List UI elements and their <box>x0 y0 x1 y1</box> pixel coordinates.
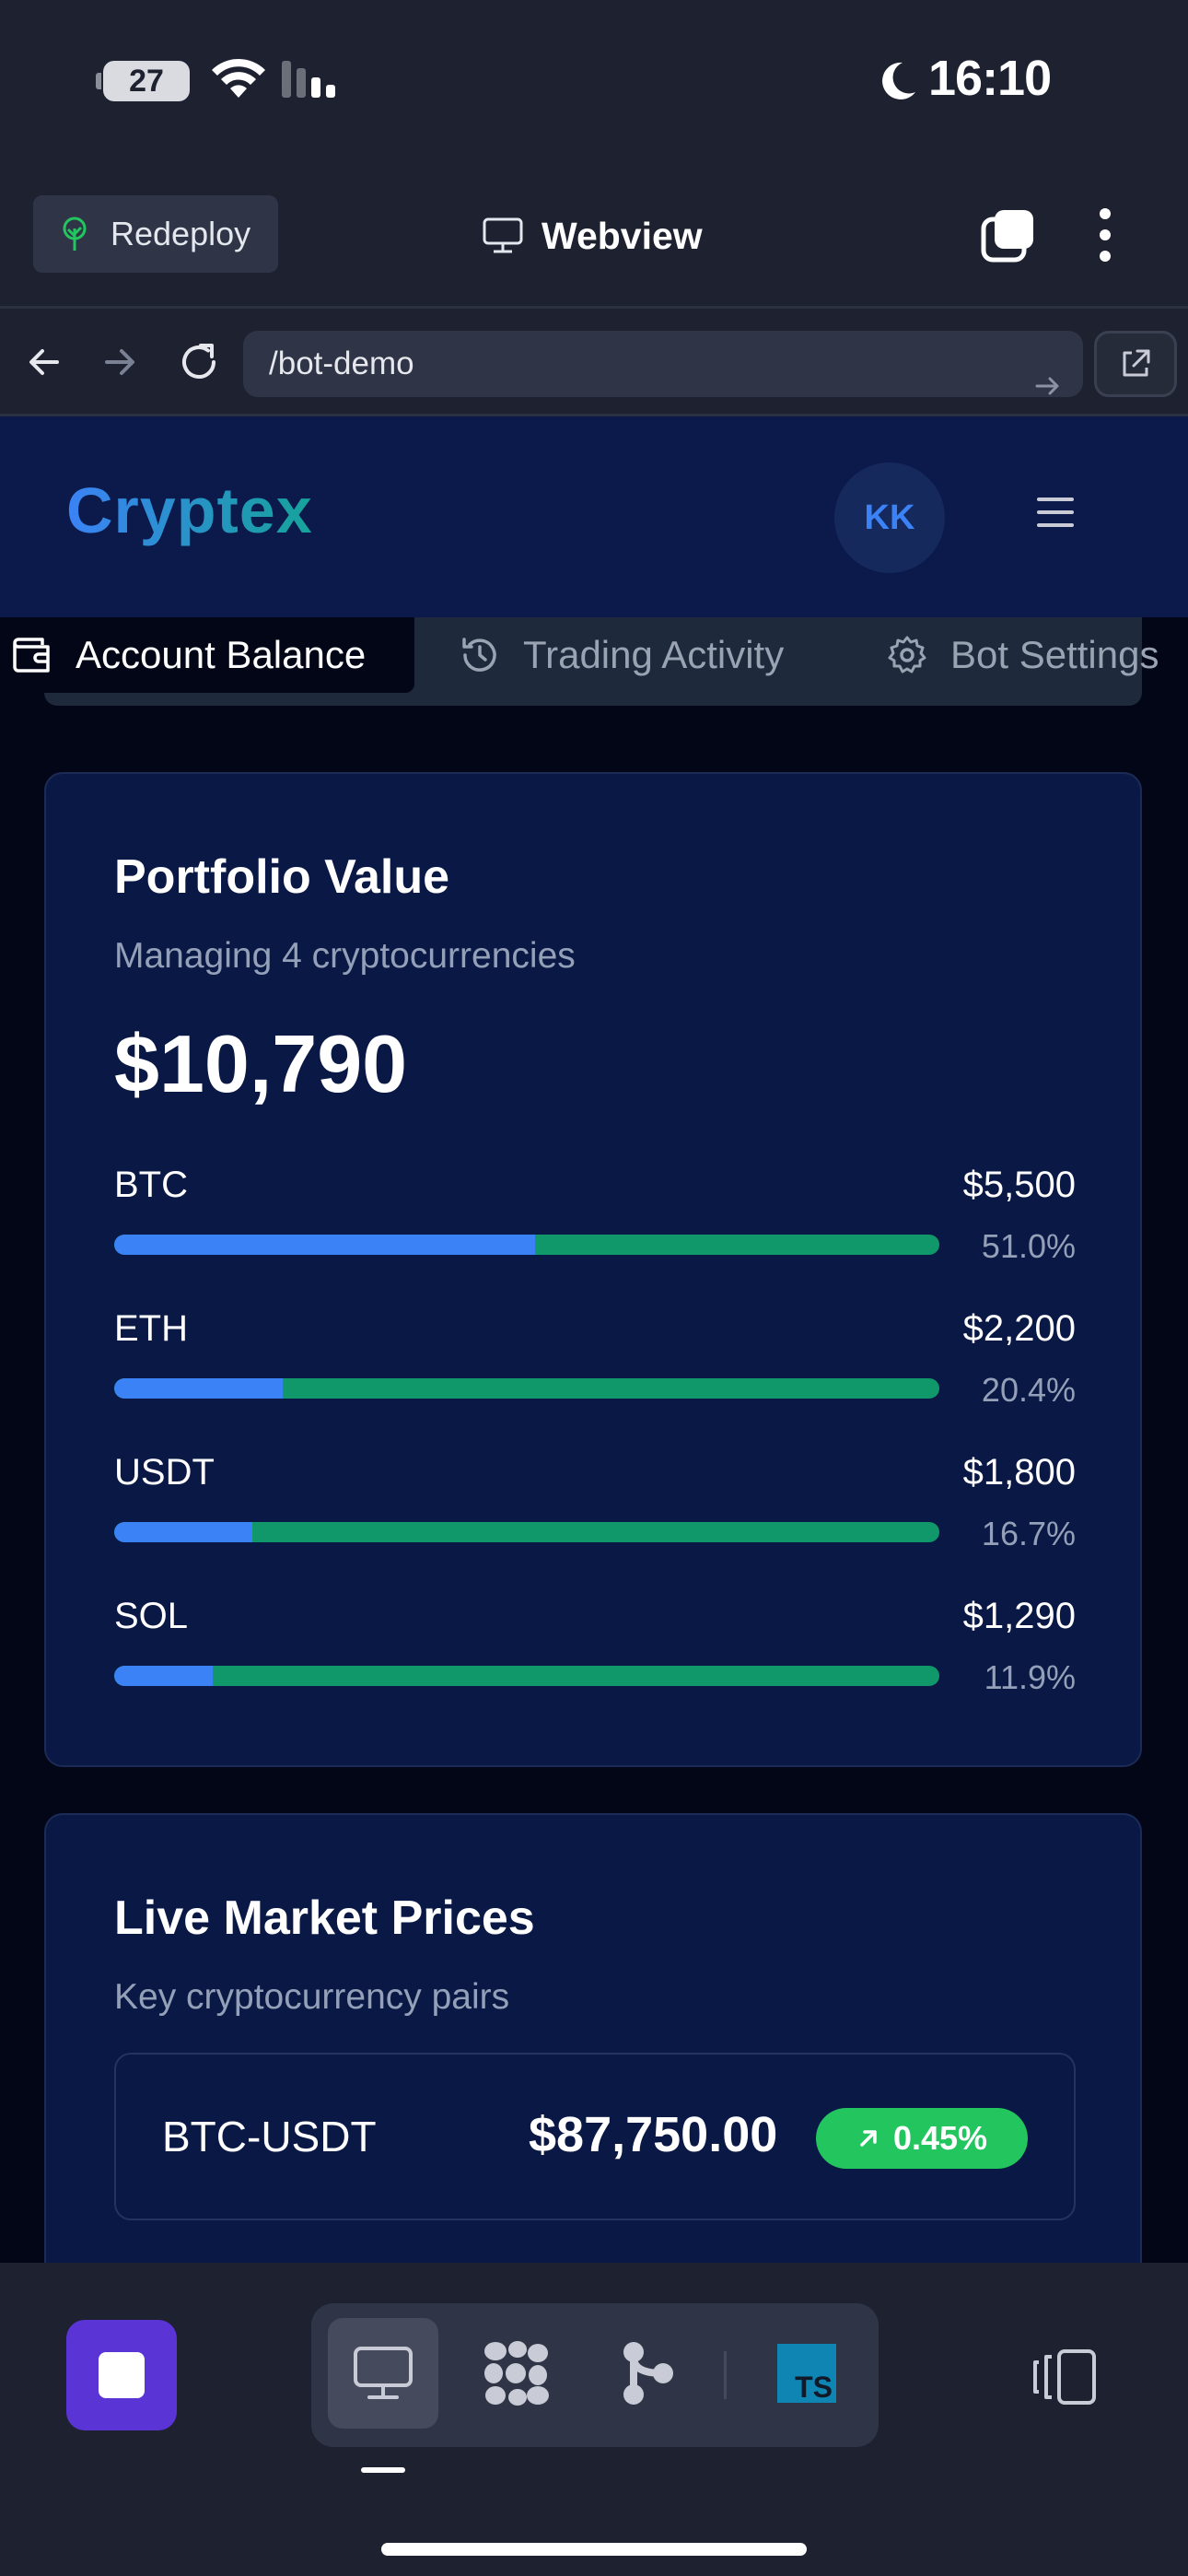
tab-bot-settings[interactable]: Bot Settings <box>886 617 1159 693</box>
url-bar-row: /bot-demo <box>0 306 1188 416</box>
market-subtitle: Key cryptocurrency pairs <box>114 1977 510 2017</box>
site-logo[interactable]: Cryptex <box>66 474 313 546</box>
clock: 16:10 <box>928 51 1052 106</box>
allocation-bar <box>114 1235 939 1255</box>
tab-bar: Account Balance Trading Activity Bot Set… <box>0 617 1188 708</box>
url-input[interactable]: /bot-demo <box>243 331 1083 397</box>
tool-branch[interactable] <box>593 2318 704 2429</box>
webview-content: Cryptex KK Account Balance <box>0 416 1188 2263</box>
asset-percent: 16.7% <box>981 1515 1076 1552</box>
pair-price: $87,750.00 <box>529 2107 778 2162</box>
status-bar: 27 16:10 <box>0 0 1188 166</box>
asset-symbol: BTC <box>114 1165 188 1205</box>
hamburger-menu-icon[interactable] <box>1035 496 1076 529</box>
external-link-icon <box>1123 349 1150 377</box>
wifi-icon <box>212 58 265 98</box>
allocation-bar <box>114 1378 939 1399</box>
bottom-toolbar: TS <box>0 2263 1188 2576</box>
allocation-fill <box>114 1235 535 1255</box>
portfolio-title: Portfolio Value <box>114 850 450 904</box>
tool-grid[interactable] <box>460 2318 571 2429</box>
allocation-bar <box>114 1522 939 1542</box>
asset-value: $1,290 <box>962 1596 1076 1636</box>
signal-icon <box>282 61 335 98</box>
tool-typescript[interactable]: TS <box>751 2318 862 2429</box>
arrow-up-right-icon <box>860 2130 877 2147</box>
forward-arrow-icon[interactable] <box>101 344 138 381</box>
tree-icon <box>63 217 87 251</box>
asset-row-sol: SOL $1,290 11.9% <box>114 1596 1076 1706</box>
monitor-icon <box>354 2347 413 2399</box>
monitor-icon <box>483 217 523 253</box>
tabs-icon[interactable] <box>980 206 1037 263</box>
asset-row-btc: BTC $5,500 51.0% <box>114 1165 1076 1275</box>
tab-account-balance[interactable]: Account Balance <box>0 617 414 693</box>
asset-symbol: ETH <box>114 1308 188 1349</box>
home-indicator <box>381 2543 807 2556</box>
tab-trading-activity[interactable]: Trading Activity <box>459 617 784 693</box>
grid-dots-icon <box>484 2341 549 2406</box>
more-options-icon[interactable] <box>1092 206 1118 263</box>
wallet-icon <box>13 638 50 673</box>
git-branch-icon <box>623 2342 673 2405</box>
portfolio-subtitle: Managing 4 cryptocurrencies <box>114 936 576 976</box>
allocation-bar <box>114 1666 939 1686</box>
asset-row-eth: ETH $2,200 20.4% <box>114 1308 1076 1419</box>
tool-separator <box>724 2351 727 2399</box>
avatar[interactable]: KK <box>834 463 945 573</box>
asset-percent: 11.9% <box>984 1658 1076 1696</box>
browser-app-bar: Redeploy Webview <box>0 166 1188 306</box>
price-row[interactable]: BTC-USDT $87,750.00 0.45% <box>114 2053 1076 2220</box>
webview-title-label: Webview <box>542 214 703 257</box>
stop-icon <box>99 2352 145 2398</box>
gear-icon <box>888 636 926 673</box>
site-header: Cryptex KK <box>0 416 1188 617</box>
portfolio-total: $10,790 <box>114 1018 408 1109</box>
typescript-icon: TS <box>777 2344 836 2403</box>
market-title: Live Market Prices <box>114 1891 535 1945</box>
open-external-button[interactable] <box>1094 331 1177 397</box>
price-change-value: 0.45% <box>892 2119 988 2157</box>
asset-row-usdt: USDT $1,800 16.7% <box>114 1452 1076 1563</box>
asset-symbol: SOL <box>114 1596 189 1636</box>
svg-text:TS: TS <box>795 2371 833 2403</box>
allocation-fill <box>114 1666 213 1686</box>
redeploy-button[interactable]: Redeploy <box>33 195 278 273</box>
allocation-fill <box>114 1522 252 1542</box>
portfolio-card: Portfolio Value Managing 4 cryptocurrenc… <box>44 772 1142 1767</box>
moon-icon <box>882 62 915 100</box>
redeploy-label: Redeploy <box>111 215 251 252</box>
tab-account-balance-label: Account Balance <box>76 633 367 676</box>
reload-icon[interactable] <box>177 340 221 384</box>
stop-button[interactable] <box>66 2320 177 2430</box>
battery-indicator: 27 <box>96 61 190 101</box>
history-icon <box>462 638 496 672</box>
tab-bot-settings-label: Bot Settings <box>950 633 1159 676</box>
go-arrow-icon[interactable] <box>1035 353 1061 419</box>
back-arrow-icon[interactable] <box>26 344 63 381</box>
market-prices-card: Live Market Prices Key cryptocurrency pa… <box>44 1813 1142 2263</box>
asset-symbol: USDT <box>114 1452 215 1493</box>
asset-percent: 20.4% <box>981 1371 1076 1409</box>
webview-title: Webview <box>483 208 703 263</box>
devices-icon[interactable] <box>1031 2348 1098 2406</box>
url-text: /bot-demo <box>269 345 414 381</box>
asset-value: $2,200 <box>962 1308 1076 1349</box>
tool-webview[interactable] <box>328 2318 438 2429</box>
tab-trading-activity-label: Trading Activity <box>523 633 785 676</box>
active-tool-indicator <box>361 2467 405 2473</box>
allocation-fill <box>114 1378 283 1399</box>
asset-percent: 51.0% <box>981 1227 1076 1265</box>
price-change-badge: 0.45% <box>816 2108 1028 2169</box>
trading-pair: BTC-USDT <box>162 2113 377 2160</box>
asset-value: $5,500 <box>962 1165 1076 1205</box>
asset-value: $1,800 <box>962 1452 1076 1493</box>
tool-group: TS <box>311 2303 879 2447</box>
